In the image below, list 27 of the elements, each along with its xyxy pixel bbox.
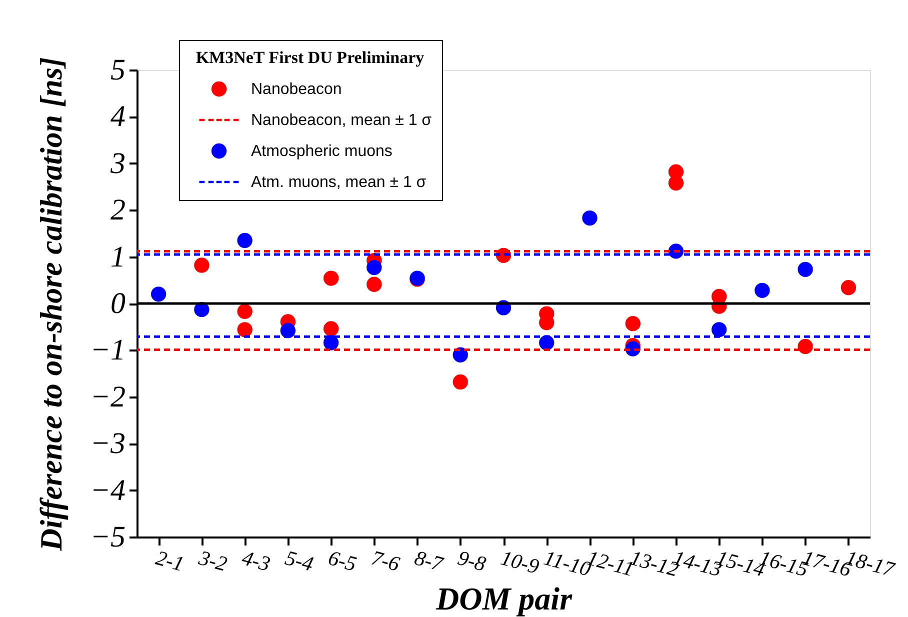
x-tick-label: 10-9 (498, 546, 542, 579)
y-tick-label: −4 (90, 474, 126, 507)
legend-label: Nanobeacon (251, 81, 342, 98)
legend-label: Atm. muons, mean ± 1 σ (251, 174, 426, 191)
y-tick-label: −3 (90, 427, 126, 460)
x-tick-label: 2-1 (153, 546, 187, 576)
y-tick-label: −1 (90, 334, 126, 367)
legend-title: KM3NeT First DU Preliminary (196, 48, 425, 67)
y-tick-label: −5 (90, 520, 126, 554)
y-tick-label: 3 (110, 146, 126, 180)
x-tick-label: 3-2 (196, 545, 230, 576)
y-tick-label: 4 (110, 100, 126, 134)
x-axis-title: DOM pair (434, 580, 573, 616)
x-tick-label: 4-3 (240, 546, 273, 576)
legend-label: Atmospheric muons (251, 143, 392, 160)
y-tick-label: 5 (110, 54, 126, 86)
legend-label: Nanobeacon, mean ± 1 σ (251, 112, 432, 129)
x-tick-label: 8-7 (412, 546, 447, 576)
y-tick-label: 0 (110, 287, 126, 320)
x-tick-label: 6-5 (326, 546, 360, 576)
x-tick-label: 7-6 (368, 546, 403, 576)
x-tick-label: 5-4 (282, 546, 316, 576)
y-tick-label: 1 (110, 240, 126, 274)
y-tick-label: −2 (90, 380, 126, 414)
x-tick-label: 9-8 (455, 546, 489, 576)
y-axis-title: Difference to on-shore calibration [ns] (33, 57, 68, 552)
y-tick-label: 2 (110, 194, 126, 227)
